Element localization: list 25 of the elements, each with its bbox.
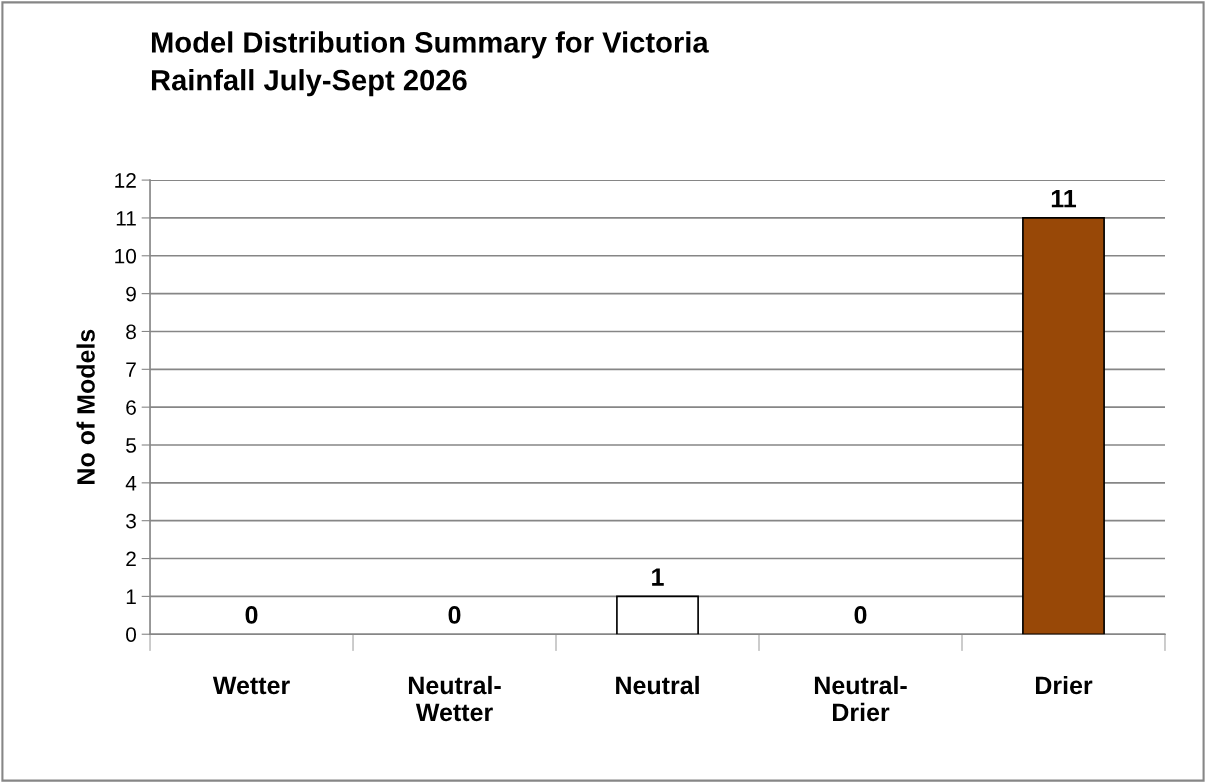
data-label: 1 — [652, 568, 664, 586]
data-label: 0 — [854, 606, 867, 624]
x-tick-label: Wetter — [212, 676, 290, 695]
y-tick-label: 9 — [126, 286, 136, 302]
chart-title: Model Distribution Summary for Victoria Rainfall July-Sept 2026 — [151, 31, 709, 97]
data-label: 0 — [245, 606, 258, 624]
x-tick-label: Neutral- Drier — [814, 675, 907, 722]
y-axis-title: No of Models — [76, 329, 95, 484]
y-tick-label: 6 — [126, 400, 136, 415]
y-tick-label: 10 — [115, 248, 137, 264]
data-label: 0 — [448, 606, 461, 624]
y-tick-label: 3 — [126, 513, 136, 529]
y-tick-label: 7 — [126, 362, 136, 377]
y-tick-label: 8 — [126, 324, 136, 340]
y-tick-label: 1 — [126, 589, 136, 604]
y-tick-label: 0 — [126, 627, 137, 642]
y-tick-label: 12 — [115, 173, 136, 188]
y-tick-label: 4 — [125, 476, 137, 491]
y-tick-label: 11 — [116, 211, 136, 226]
y-tick-label: 5 — [126, 438, 136, 453]
x-tick-label: Neutral — [616, 675, 699, 695]
data-label: 11 — [1051, 189, 1077, 208]
y-tick-label: 2 — [126, 551, 136, 567]
x-tick-label: Drier — [1035, 675, 1093, 695]
x-tick-label: Neutral- Wetter — [408, 675, 501, 722]
